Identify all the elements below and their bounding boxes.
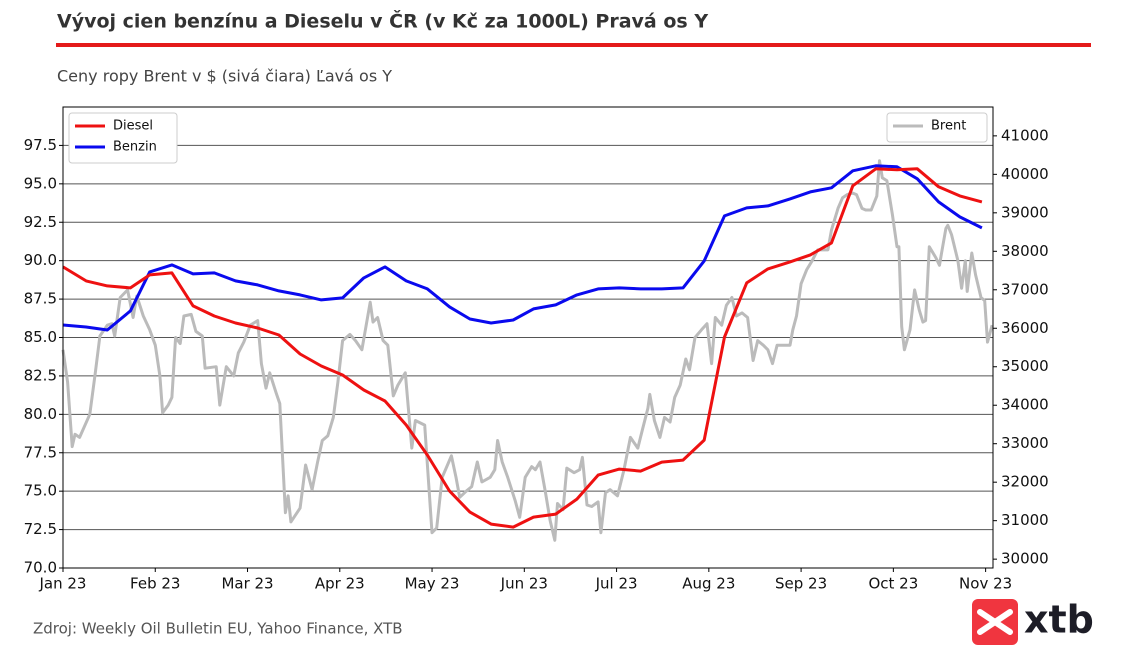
x-tick-label: Sep 23 xyxy=(775,575,827,593)
y2-tick-label: 31000 xyxy=(1001,511,1049,529)
chart-subtitle: Ceny ropy Brent v $ (sivá čiara) Ľavá os… xyxy=(57,67,392,86)
legend-box xyxy=(886,112,988,143)
series-line xyxy=(62,167,983,529)
x-tick-label: Oct 23 xyxy=(868,575,918,593)
y-tick-label: 82.5 xyxy=(24,366,57,384)
y2-tick-label: 34000 xyxy=(1001,396,1049,414)
y2-tick-label: 30000 xyxy=(1001,550,1049,568)
y-tick-label: 95.0 xyxy=(24,174,57,192)
y-tick-label: 80.0 xyxy=(24,405,57,423)
y2-tick-label: 36000 xyxy=(1001,319,1049,337)
source-note: Zdroj: Weekly Oil Bulletin EU, Yahoo Fin… xyxy=(33,620,403,638)
legend-label: Brent xyxy=(931,119,966,134)
x-tick-label: Nov 23 xyxy=(959,575,1012,593)
y-tick-label: 90.0 xyxy=(24,251,57,269)
x-tick-label: Apr 23 xyxy=(315,575,365,593)
x-tick-label: Jul 23 xyxy=(595,575,638,593)
y2-tick-label: 40000 xyxy=(1001,165,1049,183)
y2-tick-label: 32000 xyxy=(1001,473,1049,491)
y2-tick-label: 33000 xyxy=(1001,434,1049,452)
legend-label: Benzin xyxy=(113,140,157,155)
x-tick-label: Mar 23 xyxy=(221,575,273,593)
x-tick-label: Feb 23 xyxy=(130,575,180,593)
y2-tick-label: 37000 xyxy=(1001,280,1049,298)
title-rule xyxy=(56,43,1091,47)
y-tick-label: 70.0 xyxy=(24,559,57,577)
chart-title: Vývoj cien benzínu a Dieselu v ČR (v Kč … xyxy=(57,9,708,33)
x-tick-label: Jun 23 xyxy=(500,575,548,593)
y-tick-label: 85.0 xyxy=(24,328,57,346)
y2-tick-label: 35000 xyxy=(1001,357,1049,375)
logo-text: xtb xyxy=(1024,598,1094,642)
y-tick-label: 77.5 xyxy=(24,443,57,461)
y-tick-label: 87.5 xyxy=(24,290,57,308)
legend: Brent xyxy=(886,112,988,143)
y2-tick-label: 41000 xyxy=(1001,126,1049,144)
y-tick-label: 72.5 xyxy=(24,520,57,538)
plot-frame xyxy=(62,106,994,569)
series-line xyxy=(61,159,994,542)
y-tick-label: 97.5 xyxy=(24,136,57,154)
x-tick-label: Aug 23 xyxy=(682,575,735,593)
y2-tick-label: 39000 xyxy=(1001,203,1049,221)
legend-label: Diesel xyxy=(113,119,153,134)
x-tick-label: Jan 23 xyxy=(39,575,87,593)
legend: Diesel Benzin xyxy=(68,112,178,164)
logo: xtb xyxy=(972,598,1094,645)
y-tick-label: 92.5 xyxy=(24,213,57,231)
logo-x xyxy=(977,609,1013,635)
x-tick-label: May 23 xyxy=(405,575,460,593)
series-line xyxy=(62,164,983,332)
plot-area: 70.0 72.5 75.0 77.5 80.0 82.5 85.0 87.5 90.0 92.5… xyxy=(24,106,1049,593)
y2-tick-label: 38000 xyxy=(1001,242,1049,260)
y-tick-label: 75.0 xyxy=(24,482,57,500)
